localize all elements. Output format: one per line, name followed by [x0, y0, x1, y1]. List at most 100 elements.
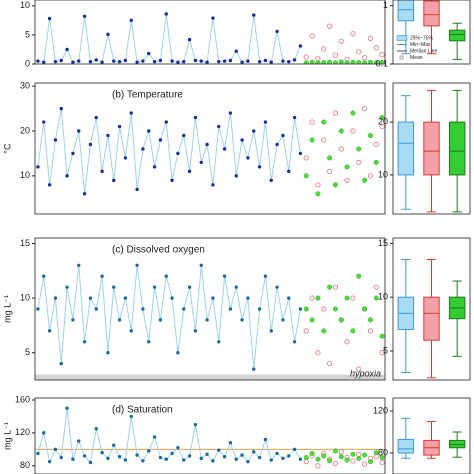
point — [94, 427, 98, 431]
point — [205, 452, 209, 456]
point — [356, 455, 362, 461]
point — [234, 457, 238, 461]
point — [367, 59, 373, 64]
point — [350, 295, 356, 301]
point — [193, 115, 198, 120]
point — [170, 451, 174, 456]
point — [211, 183, 215, 187]
point — [275, 451, 279, 456]
series-line — [37, 108, 301, 194]
point — [263, 58, 268, 63]
point — [234, 285, 238, 289]
point — [36, 59, 40, 63]
point — [303, 54, 309, 60]
point — [321, 306, 327, 312]
box-frame — [392, 0, 471, 65]
point — [350, 31, 356, 37]
point — [135, 60, 139, 64]
point — [164, 12, 168, 16]
y-tick-label: 80 — [378, 447, 388, 457]
box — [423, 0, 440, 27]
point — [129, 329, 133, 333]
panel-title: (b) Temperature — [112, 90, 183, 101]
point — [263, 274, 268, 278]
point — [106, 350, 110, 355]
box — [448, 121, 466, 176]
point — [379, 115, 385, 121]
point — [344, 60, 350, 64]
point — [211, 16, 215, 20]
point — [59, 58, 63, 63]
point — [187, 37, 192, 42]
point — [362, 60, 368, 64]
point — [246, 156, 250, 160]
series-line — [37, 408, 301, 464]
point — [379, 123, 385, 130]
y-tick-label: 15 — [378, 238, 388, 248]
point — [338, 454, 344, 460]
point — [141, 307, 145, 311]
point — [373, 45, 379, 51]
point — [269, 60, 273, 64]
box — [397, 438, 415, 454]
box-frame — [392, 397, 471, 474]
point — [228, 307, 233, 311]
point — [129, 18, 133, 23]
point — [327, 155, 333, 161]
point — [287, 169, 291, 174]
point — [303, 455, 309, 461]
point — [321, 60, 327, 64]
point — [356, 366, 362, 372]
point — [275, 142, 279, 147]
box — [448, 29, 466, 42]
point — [141, 147, 145, 151]
point — [217, 340, 221, 344]
point — [112, 178, 116, 183]
point — [123, 296, 128, 300]
point — [315, 350, 321, 356]
point — [263, 437, 268, 442]
point — [303, 328, 309, 334]
point — [361, 105, 368, 112]
point — [332, 52, 339, 58]
point — [373, 159, 379, 165]
point — [350, 328, 356, 334]
point — [117, 318, 122, 322]
point — [252, 13, 256, 17]
point — [309, 295, 315, 301]
point — [100, 169, 104, 174]
point — [327, 59, 333, 64]
point — [269, 458, 273, 462]
point — [332, 460, 339, 466]
point — [106, 456, 110, 461]
point — [187, 285, 192, 289]
box — [397, 121, 415, 176]
point — [88, 460, 93, 465]
y-tick-label: 120 — [15, 427, 30, 437]
y-tick-label: 120 — [373, 405, 388, 415]
point — [321, 328, 327, 334]
point — [269, 329, 273, 333]
point — [106, 133, 110, 138]
point — [42, 60, 46, 64]
point — [252, 129, 256, 133]
point — [321, 46, 327, 52]
point — [77, 439, 81, 443]
box — [448, 439, 466, 449]
point — [123, 458, 128, 462]
y-axis-label: °C — [2, 143, 12, 154]
point — [217, 124, 221, 129]
point — [193, 58, 198, 63]
point — [303, 155, 309, 161]
point — [373, 60, 379, 64]
point — [182, 458, 186, 462]
point — [147, 449, 151, 453]
point — [94, 115, 98, 120]
point — [182, 307, 186, 311]
point — [379, 455, 385, 461]
point — [199, 456, 203, 461]
plot-frame — [34, 397, 386, 474]
point — [164, 457, 168, 461]
point — [303, 306, 309, 312]
point — [367, 132, 373, 138]
